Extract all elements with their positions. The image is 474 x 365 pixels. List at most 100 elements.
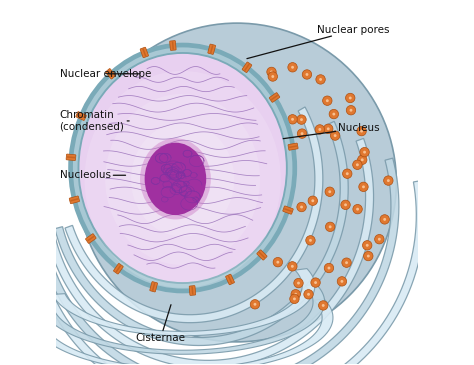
FancyBboxPatch shape — [142, 49, 146, 57]
Circle shape — [290, 294, 299, 304]
Circle shape — [330, 131, 340, 140]
FancyBboxPatch shape — [69, 196, 80, 204]
Circle shape — [294, 278, 303, 288]
Circle shape — [293, 297, 296, 300]
FancyBboxPatch shape — [257, 250, 267, 260]
FancyBboxPatch shape — [269, 93, 280, 102]
Circle shape — [288, 62, 297, 72]
Circle shape — [387, 179, 390, 182]
Text: Nucleolus: Nucleolus — [60, 170, 126, 180]
FancyBboxPatch shape — [140, 47, 148, 58]
FancyBboxPatch shape — [77, 114, 85, 118]
FancyBboxPatch shape — [70, 198, 78, 201]
FancyBboxPatch shape — [208, 44, 216, 54]
Circle shape — [353, 204, 362, 214]
Circle shape — [288, 262, 297, 271]
Ellipse shape — [73, 47, 292, 289]
Ellipse shape — [78, 23, 396, 342]
Circle shape — [324, 263, 334, 273]
Circle shape — [302, 70, 312, 79]
Ellipse shape — [84, 71, 281, 288]
FancyBboxPatch shape — [210, 45, 213, 53]
Text: Chromatin
(condensed): Chromatin (condensed) — [60, 110, 129, 132]
Circle shape — [357, 155, 367, 165]
Circle shape — [271, 75, 274, 78]
FancyBboxPatch shape — [152, 283, 155, 291]
Circle shape — [276, 261, 279, 264]
Circle shape — [356, 163, 359, 166]
FancyBboxPatch shape — [114, 264, 123, 274]
Circle shape — [361, 158, 364, 161]
Circle shape — [306, 236, 315, 245]
Circle shape — [360, 130, 363, 132]
Circle shape — [268, 72, 277, 81]
Circle shape — [307, 293, 310, 296]
Ellipse shape — [145, 143, 206, 215]
Circle shape — [362, 185, 365, 188]
Circle shape — [345, 261, 348, 264]
Text: Nuclear pores: Nuclear pores — [247, 25, 389, 59]
Circle shape — [367, 255, 370, 257]
Circle shape — [291, 265, 294, 268]
Circle shape — [356, 208, 359, 211]
Polygon shape — [35, 299, 333, 365]
Circle shape — [357, 126, 366, 136]
Ellipse shape — [140, 138, 211, 219]
Polygon shape — [28, 181, 424, 365]
Circle shape — [300, 118, 303, 121]
FancyBboxPatch shape — [170, 41, 176, 50]
Circle shape — [267, 67, 276, 77]
Circle shape — [326, 99, 329, 102]
FancyBboxPatch shape — [242, 62, 252, 73]
Circle shape — [353, 160, 362, 169]
FancyBboxPatch shape — [191, 287, 193, 295]
Circle shape — [315, 125, 325, 134]
FancyBboxPatch shape — [108, 70, 114, 77]
FancyBboxPatch shape — [150, 282, 157, 292]
Circle shape — [273, 257, 283, 267]
FancyBboxPatch shape — [86, 234, 96, 243]
Polygon shape — [36, 158, 399, 365]
Circle shape — [308, 196, 318, 205]
FancyBboxPatch shape — [172, 42, 174, 50]
Circle shape — [359, 182, 368, 192]
Circle shape — [343, 169, 352, 178]
Ellipse shape — [80, 54, 286, 282]
FancyBboxPatch shape — [284, 208, 292, 212]
Circle shape — [366, 244, 369, 247]
FancyBboxPatch shape — [87, 236, 94, 242]
Circle shape — [363, 241, 372, 250]
Circle shape — [325, 187, 335, 196]
FancyBboxPatch shape — [271, 95, 278, 100]
FancyBboxPatch shape — [189, 286, 196, 295]
Ellipse shape — [131, 122, 234, 237]
Circle shape — [327, 127, 330, 130]
Circle shape — [314, 281, 317, 284]
Circle shape — [311, 199, 314, 202]
Circle shape — [364, 251, 373, 261]
Circle shape — [294, 293, 297, 296]
Circle shape — [363, 151, 366, 154]
Circle shape — [346, 93, 355, 103]
Circle shape — [328, 190, 331, 193]
Polygon shape — [65, 107, 323, 323]
FancyBboxPatch shape — [66, 154, 76, 161]
Circle shape — [254, 303, 256, 306]
Circle shape — [316, 75, 325, 84]
Circle shape — [334, 134, 337, 137]
FancyBboxPatch shape — [226, 274, 235, 285]
Text: Nuclear envelope: Nuclear envelope — [60, 69, 151, 79]
Circle shape — [326, 222, 335, 231]
Circle shape — [250, 300, 260, 309]
Circle shape — [319, 301, 328, 310]
Circle shape — [322, 304, 325, 307]
Circle shape — [324, 124, 333, 134]
Circle shape — [383, 218, 386, 221]
Text: Cisternae: Cisternae — [136, 305, 186, 343]
Circle shape — [291, 66, 294, 69]
Circle shape — [319, 128, 321, 131]
Circle shape — [346, 105, 356, 115]
FancyBboxPatch shape — [244, 64, 250, 71]
FancyBboxPatch shape — [288, 143, 298, 150]
Circle shape — [337, 277, 346, 286]
